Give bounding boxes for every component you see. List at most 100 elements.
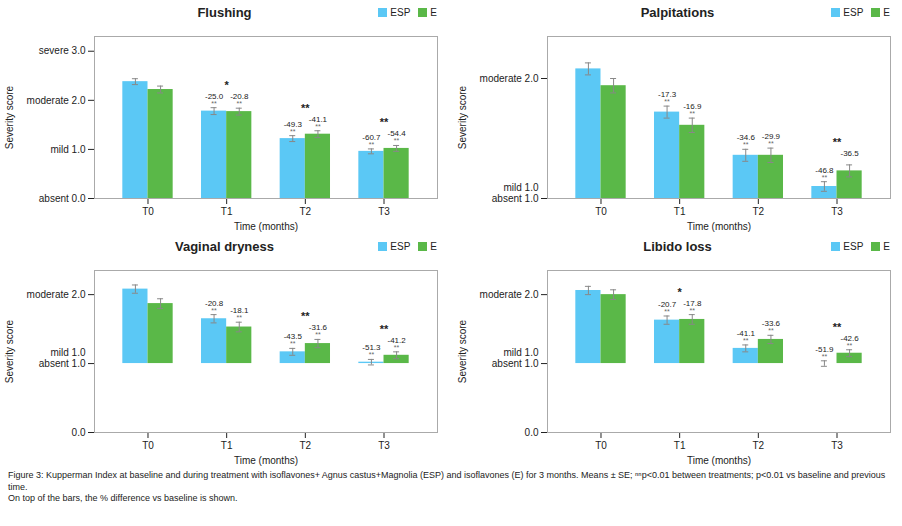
svg-text:moderate 2.0: moderate 2.0 — [480, 73, 539, 84]
svg-text:T2: T2 — [299, 440, 311, 451]
svg-text:-51.9: -51.9 — [815, 345, 834, 354]
svg-text:**: ** — [237, 100, 243, 107]
svg-text:T3: T3 — [378, 440, 390, 451]
svg-text:**: ** — [380, 323, 389, 335]
svg-text:**: ** — [301, 310, 310, 322]
svg-text:T2: T2 — [752, 440, 764, 451]
svg-text:-51.3: -51.3 — [362, 343, 381, 352]
svg-text:Time (months): Time (months) — [687, 455, 751, 466]
svg-text:**: ** — [315, 331, 321, 338]
svg-text:-49.3: -49.3 — [284, 120, 303, 129]
svg-text:**: ** — [290, 128, 296, 135]
svg-text:**: ** — [664, 308, 670, 315]
svg-text:T0: T0 — [142, 206, 154, 217]
svg-text:absent 1.0: absent 1.0 — [39, 358, 86, 369]
svg-text:0.0: 0.0 — [72, 427, 86, 438]
svg-text:**: ** — [369, 141, 375, 148]
svg-text:T2: T2 — [752, 206, 764, 217]
svg-text:T0: T0 — [142, 440, 154, 451]
svg-text:absent 0.0: absent 0.0 — [39, 193, 86, 204]
svg-text:**: ** — [690, 110, 696, 117]
svg-text:-17.8: -17.8 — [683, 299, 702, 308]
svg-text:Time (months): Time (months) — [687, 221, 751, 232]
svg-text:*: * — [678, 286, 683, 298]
svg-text:Severity score: Severity score — [4, 85, 15, 149]
svg-text:-20.7: -20.7 — [658, 300, 677, 309]
svg-text:**: ** — [315, 123, 321, 130]
svg-text:**: ** — [394, 344, 400, 351]
svg-text:-17.3: -17.3 — [658, 90, 677, 99]
svg-text:-16.9: -16.9 — [683, 102, 702, 111]
svg-text:moderate 2.0: moderate 2.0 — [27, 95, 86, 106]
svg-text:**: ** — [301, 102, 310, 114]
svg-text:-36.5: -36.5 — [840, 149, 859, 158]
svg-text:0.0: 0.0 — [525, 427, 539, 438]
svg-text:-25.0: -25.0 — [205, 92, 224, 101]
svg-text:**: ** — [369, 351, 375, 358]
svg-text:T1: T1 — [674, 206, 686, 217]
svg-text:**: ** — [768, 327, 774, 334]
svg-text:**: ** — [290, 340, 296, 347]
svg-text:-60.7: -60.7 — [362, 133, 381, 142]
svg-text:absent 1.0: absent 1.0 — [492, 193, 539, 204]
svg-text:Severity score: Severity score — [457, 319, 468, 383]
svg-text:*: * — [225, 79, 230, 91]
html-text:Palpitations: Palpitations — [640, 4, 715, 20]
svg-text:mild 1.0: mild 1.0 — [503, 182, 538, 193]
svg-text:**: ** — [822, 174, 828, 181]
svg-text:-33.6: -33.6 — [762, 319, 781, 328]
svg-text:absent 1.0: absent 1.0 — [492, 358, 539, 369]
svg-text:**: ** — [743, 141, 749, 148]
svg-text:-31.6: -31.6 — [309, 323, 328, 332]
svg-text:mild 1.0: mild 1.0 — [503, 347, 538, 358]
svg-text:mild 1.0: mild 1.0 — [50, 347, 85, 358]
svg-text:-46.8: -46.8 — [815, 166, 834, 175]
svg-text:**: ** — [237, 314, 243, 321]
svg-text:**: ** — [211, 307, 217, 314]
svg-text:-20.8: -20.8 — [230, 92, 249, 101]
html-text:Libido loss: Libido loss — [643, 238, 712, 254]
svg-text:-41.1: -41.1 — [309, 115, 328, 124]
svg-text:**: ** — [664, 98, 670, 105]
svg-text:moderate 2.0: moderate 2.0 — [480, 289, 539, 300]
svg-text:-42.6: -42.6 — [840, 334, 859, 343]
svg-text:T3: T3 — [831, 206, 843, 217]
svg-text:**: ** — [211, 100, 217, 107]
html-text:Figure 3: Kupperman Index at b: Figure 3: Kupperman Index at baseline an… — [8, 470, 886, 492]
svg-text:**: ** — [822, 353, 828, 360]
svg-text:**: ** — [833, 136, 842, 148]
svg-text:**: ** — [847, 342, 853, 349]
svg-text:**: ** — [380, 116, 389, 128]
svg-text:-41.2: -41.2 — [387, 336, 406, 345]
svg-text:**: ** — [690, 307, 696, 314]
svg-text:severe 3.0: severe 3.0 — [39, 45, 86, 56]
svg-text:-34.6: -34.6 — [737, 133, 756, 142]
svg-text:mild 1.0: mild 1.0 — [50, 144, 85, 155]
html-text:Vaginal dryness: Vaginal dryness — [175, 238, 274, 254]
svg-text:-54.4: -54.4 — [387, 129, 406, 138]
svg-text:T0: T0 — [595, 440, 607, 451]
svg-text:**: ** — [768, 140, 774, 147]
html-text:ESP: ESP — [390, 6, 411, 18]
svg-text:T1: T1 — [221, 440, 233, 451]
svg-text:-20.8: -20.8 — [205, 299, 224, 308]
svg-text:T3: T3 — [378, 206, 390, 217]
svg-text:Time (months): Time (months) — [234, 455, 298, 466]
svg-text:-43.5: -43.5 — [284, 332, 303, 341]
svg-text:moderate 2.0: moderate 2.0 — [27, 289, 86, 300]
svg-text:-18.1: -18.1 — [230, 306, 249, 315]
svg-text:T1: T1 — [221, 206, 233, 217]
svg-text:Time (months): Time (months) — [234, 221, 298, 232]
svg-text:-41.1: -41.1 — [737, 329, 756, 338]
svg-text:T0: T0 — [595, 206, 607, 217]
svg-text:**: ** — [833, 321, 842, 333]
svg-text:Severity score: Severity score — [457, 85, 468, 149]
svg-text:**: ** — [394, 137, 400, 144]
svg-text:-29.9: -29.9 — [762, 132, 781, 141]
html-text:Flushing: Flushing — [197, 4, 252, 20]
svg-text:**: ** — [743, 337, 749, 344]
svg-text:Severity score: Severity score — [4, 319, 15, 383]
svg-text:T2: T2 — [299, 206, 311, 217]
svg-text:T1: T1 — [674, 440, 686, 451]
svg-text:T3: T3 — [831, 440, 843, 451]
